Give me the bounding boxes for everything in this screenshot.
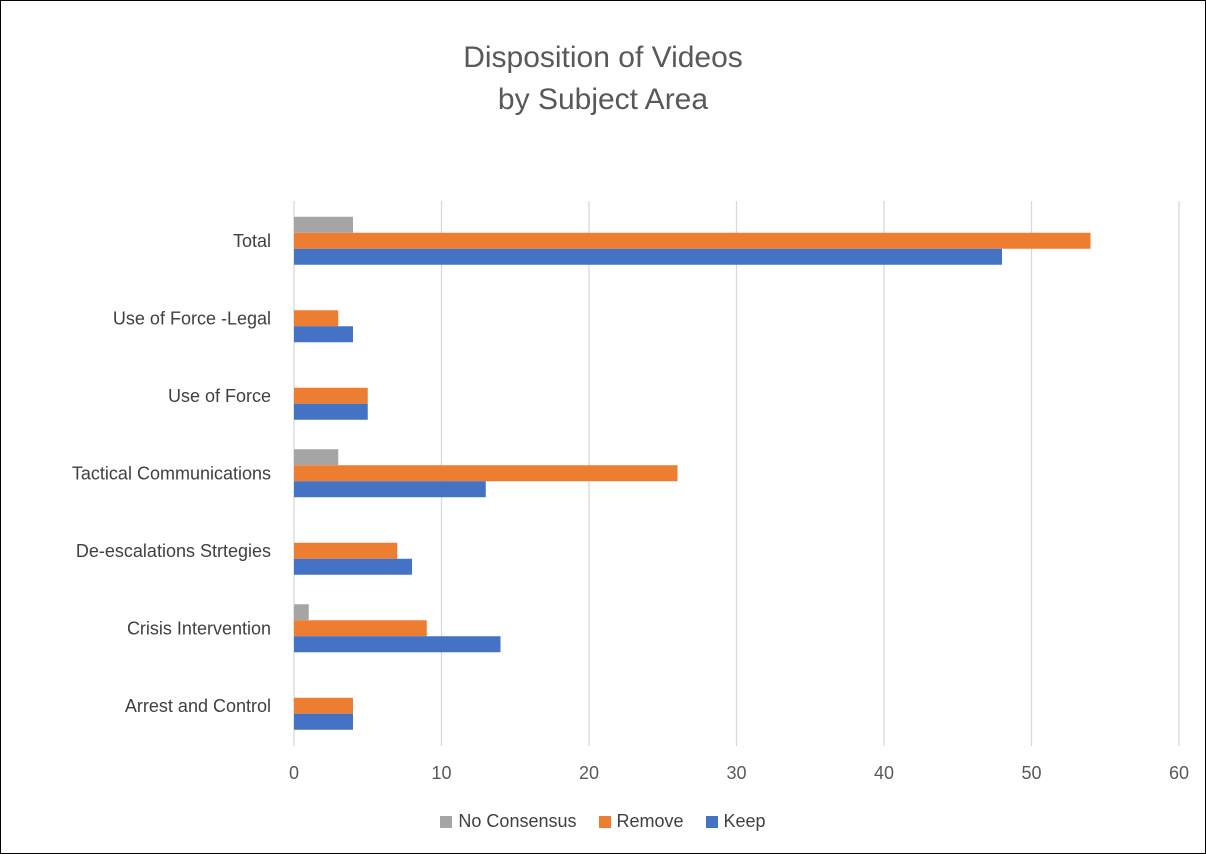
bar-keep <box>294 403 368 420</box>
bar-remove <box>294 465 678 482</box>
legend-swatch <box>705 815 718 828</box>
x-tick-label: 50 <box>1021 763 1041 783</box>
plot-area: 0 10 20 30 40 50 60 Arrest and Control Crisis In… <box>72 201 1189 783</box>
bar-remove <box>294 232 1091 249</box>
bar-keep <box>294 481 486 498</box>
category-label: Tactical Communications <box>72 463 271 483</box>
bar-keep <box>294 636 501 653</box>
category-label: Use of Force -Legal <box>113 308 271 328</box>
x-tick-label: 60 <box>1169 763 1189 783</box>
legend-swatch <box>440 815 453 828</box>
category-label: Arrest and Control <box>125 696 271 716</box>
chart-title-line-2: by Subject Area <box>497 83 709 116</box>
legend-swatch <box>598 815 611 828</box>
bar-no-consensus <box>294 449 339 466</box>
legend-label: Remove <box>616 811 684 831</box>
x-tick-label: 10 <box>431 763 451 783</box>
category-label: De-escalations Strtegies <box>76 541 271 561</box>
chart-title-line-1: Disposition of Videos <box>463 41 743 74</box>
bar-keep <box>294 713 353 730</box>
bar-remove <box>294 620 427 637</box>
bar-no-consensus <box>294 216 353 233</box>
bar-keep <box>294 248 1002 265</box>
x-tick-label: 20 <box>579 763 599 783</box>
legend-item: Keep <box>705 811 766 832</box>
bar-remove <box>294 697 353 714</box>
bar-remove <box>294 542 398 559</box>
legend-item: Remove <box>598 811 684 832</box>
bar-no-consensus <box>294 604 309 621</box>
category-label: Use of Force <box>168 386 271 406</box>
legend-label: Keep <box>723 811 766 831</box>
chart-title: Disposition of Videos by Subject Area <box>1 37 1205 121</box>
bar-keep <box>294 558 412 575</box>
x-tick-label: 30 <box>726 763 746 783</box>
bar-keep <box>294 326 353 343</box>
legend-label: No Consensus <box>458 811 577 831</box>
legend-item: No Consensus <box>440 811 577 832</box>
bar-remove <box>294 310 339 327</box>
x-tick-label: 0 <box>289 763 299 783</box>
bar-remove <box>294 387 368 404</box>
category-label: Total <box>233 231 271 251</box>
legend: No Consensus Remove Keep <box>1 811 1205 832</box>
x-tick-label: 40 <box>874 763 894 783</box>
category-label: Crisis Intervention <box>127 618 271 638</box>
